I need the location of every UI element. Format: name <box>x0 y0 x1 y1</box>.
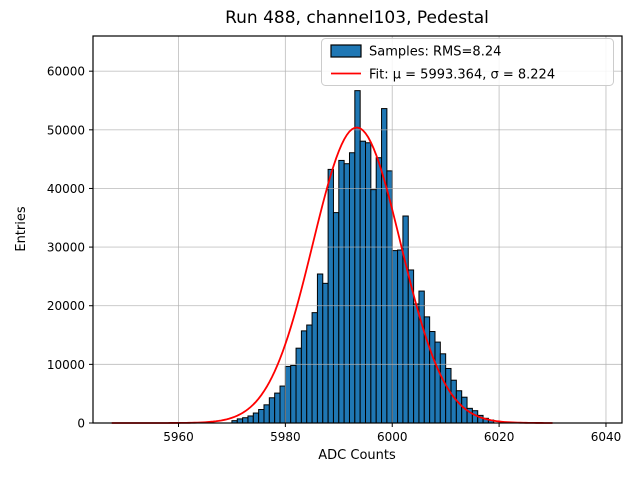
histogram-bar <box>429 331 436 424</box>
legend-samples-label: Samples: RMS=8.24 <box>369 45 501 60</box>
histogram-bar <box>445 367 452 424</box>
histogram-bar <box>290 364 297 424</box>
histogram-bar <box>391 250 399 424</box>
histogram-bar <box>327 168 334 424</box>
histogram-bar <box>338 159 345 424</box>
axis-ticks <box>89 70 607 427</box>
axes-frame <box>92 35 623 424</box>
histogram-bars <box>231 90 495 424</box>
x-tick-labels: 5960 5980 6000 6020 6040 <box>163 430 621 444</box>
histogram-bar <box>274 392 281 424</box>
y-tick-label: 50000 <box>47 123 85 137</box>
histogram-bar <box>332 212 340 424</box>
histogram-bar <box>258 409 265 424</box>
histogram-bar <box>418 290 425 424</box>
y-tick-label: 20000 <box>47 299 85 313</box>
legend-samples-swatch <box>330 44 362 58</box>
histogram-bar <box>450 379 457 424</box>
legend-fit-label: Fit: μ = 5993.364, σ = 8.224 <box>369 68 555 83</box>
histogram-bar <box>242 417 249 424</box>
y-tick-label: 10000 <box>47 358 85 372</box>
histogram-bar <box>236 418 244 424</box>
histogram-bar <box>284 365 292 424</box>
histogram-bar <box>295 347 302 424</box>
histogram-bar <box>316 273 324 424</box>
histogram-bar <box>343 163 350 424</box>
x-tick-label: 5960 <box>163 430 194 444</box>
histogram-bar <box>348 152 356 424</box>
histogram-bar <box>268 397 276 424</box>
histogram-bar <box>359 140 367 424</box>
histogram-bar <box>434 341 441 424</box>
y-tick-label: 60000 <box>47 65 85 79</box>
x-tick-label: 6040 <box>591 430 622 444</box>
histogram-bar <box>375 157 383 424</box>
legend: Samples: RMS=8.24 Fit: μ = 5993.364, σ =… <box>321 38 614 86</box>
histogram-bar <box>300 330 308 424</box>
histogram-bar <box>455 390 463 424</box>
histogram-bar <box>413 303 420 424</box>
y-tick-label: 30000 <box>47 241 85 255</box>
y-axis-label: Entries <box>14 206 29 252</box>
chart-title: Run 488, channel103, Pedestal <box>225 8 489 28</box>
legend-box <box>321 38 614 86</box>
y-tick-label: 0 <box>77 417 85 431</box>
x-tick-label: 6020 <box>484 430 515 444</box>
x-tick-label: 6000 <box>377 430 408 444</box>
histogram-bar <box>354 90 361 424</box>
histogram-bar <box>397 249 404 424</box>
histogram-bar <box>365 142 372 424</box>
y-tick-label: 40000 <box>47 182 85 196</box>
histogram-bar <box>263 404 270 424</box>
histogram-bar <box>370 189 377 424</box>
histogram-bar <box>381 108 388 424</box>
histogram-bar <box>252 412 260 424</box>
histogram-bar <box>279 385 286 424</box>
histogram-bar <box>322 282 329 424</box>
histogram-bar <box>306 324 313 424</box>
y-tick-labels: 0 10000 20000 30000 40000 50000 60000 <box>47 65 85 431</box>
x-axis-label: ADC Counts <box>318 448 396 463</box>
x-tick-label: 5980 <box>270 430 301 444</box>
histogram-bar <box>247 415 254 424</box>
histogram-bar <box>311 312 318 424</box>
